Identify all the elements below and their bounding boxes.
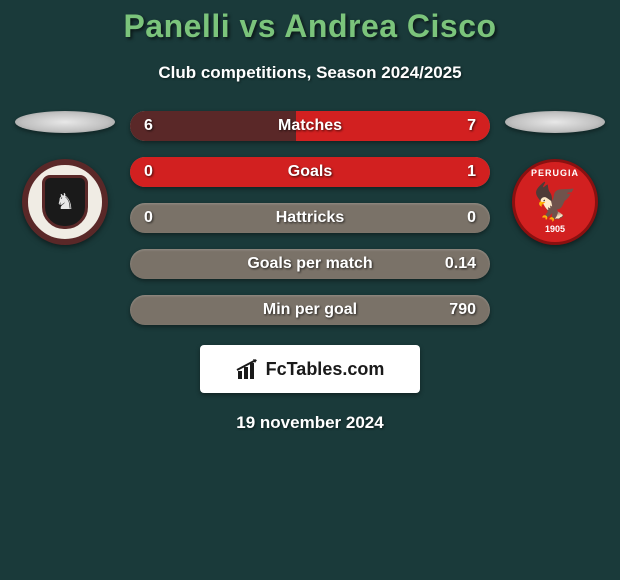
main-row: ♞ 6Matches70Goals10Hattricks0Goals per m… xyxy=(0,111,620,325)
stat-bar: 0Goals1 xyxy=(130,157,490,187)
left-club-column: ♞ xyxy=(10,111,120,245)
right-club-column: PERUGIA 🦅 1905 xyxy=(500,111,610,245)
page-title: Panelli vs Andrea Cisco xyxy=(0,8,620,45)
stat-right-value: 7 xyxy=(467,117,476,135)
stat-bar: Goals per match0.14 xyxy=(130,249,490,279)
comparison-infographic: Panelli vs Andrea Cisco Club competition… xyxy=(0,0,620,433)
left-club-crest: ♞ xyxy=(22,159,108,245)
stat-label: Goals per match xyxy=(130,255,490,273)
brand-text: FcTables.com xyxy=(266,359,385,380)
right-club-crest: PERUGIA 🦅 1905 xyxy=(512,159,598,245)
right-crest-text: PERUGIA xyxy=(531,168,579,178)
right-crest-year: 1905 xyxy=(545,224,565,234)
horse-icon: ♞ xyxy=(55,191,75,213)
stat-label: Hattricks xyxy=(130,209,490,227)
stat-label: Min per goal xyxy=(130,301,490,319)
stat-label: Matches xyxy=(130,117,490,135)
left-crest-shield: ♞ xyxy=(42,175,88,229)
left-player-platform xyxy=(15,111,115,133)
stat-bar: 0Hattricks0 xyxy=(130,203,490,233)
subtitle: Club competitions, Season 2024/2025 xyxy=(0,63,620,83)
stat-right-value: 0.14 xyxy=(445,255,476,273)
griffin-icon: 🦅 xyxy=(533,184,578,220)
stats-column: 6Matches70Goals10Hattricks0Goals per mat… xyxy=(130,111,490,325)
right-player-platform xyxy=(505,111,605,133)
stat-right-value: 790 xyxy=(449,301,476,319)
bar-chart-icon xyxy=(236,359,260,379)
stat-bar: Min per goal790 xyxy=(130,295,490,325)
brand-box: FcTables.com xyxy=(200,345,420,393)
stat-label: Goals xyxy=(130,163,490,181)
stat-right-value: 1 xyxy=(467,163,476,181)
date-text: 19 november 2024 xyxy=(0,413,620,433)
stat-bar: 6Matches7 xyxy=(130,111,490,141)
stat-right-value: 0 xyxy=(467,209,476,227)
